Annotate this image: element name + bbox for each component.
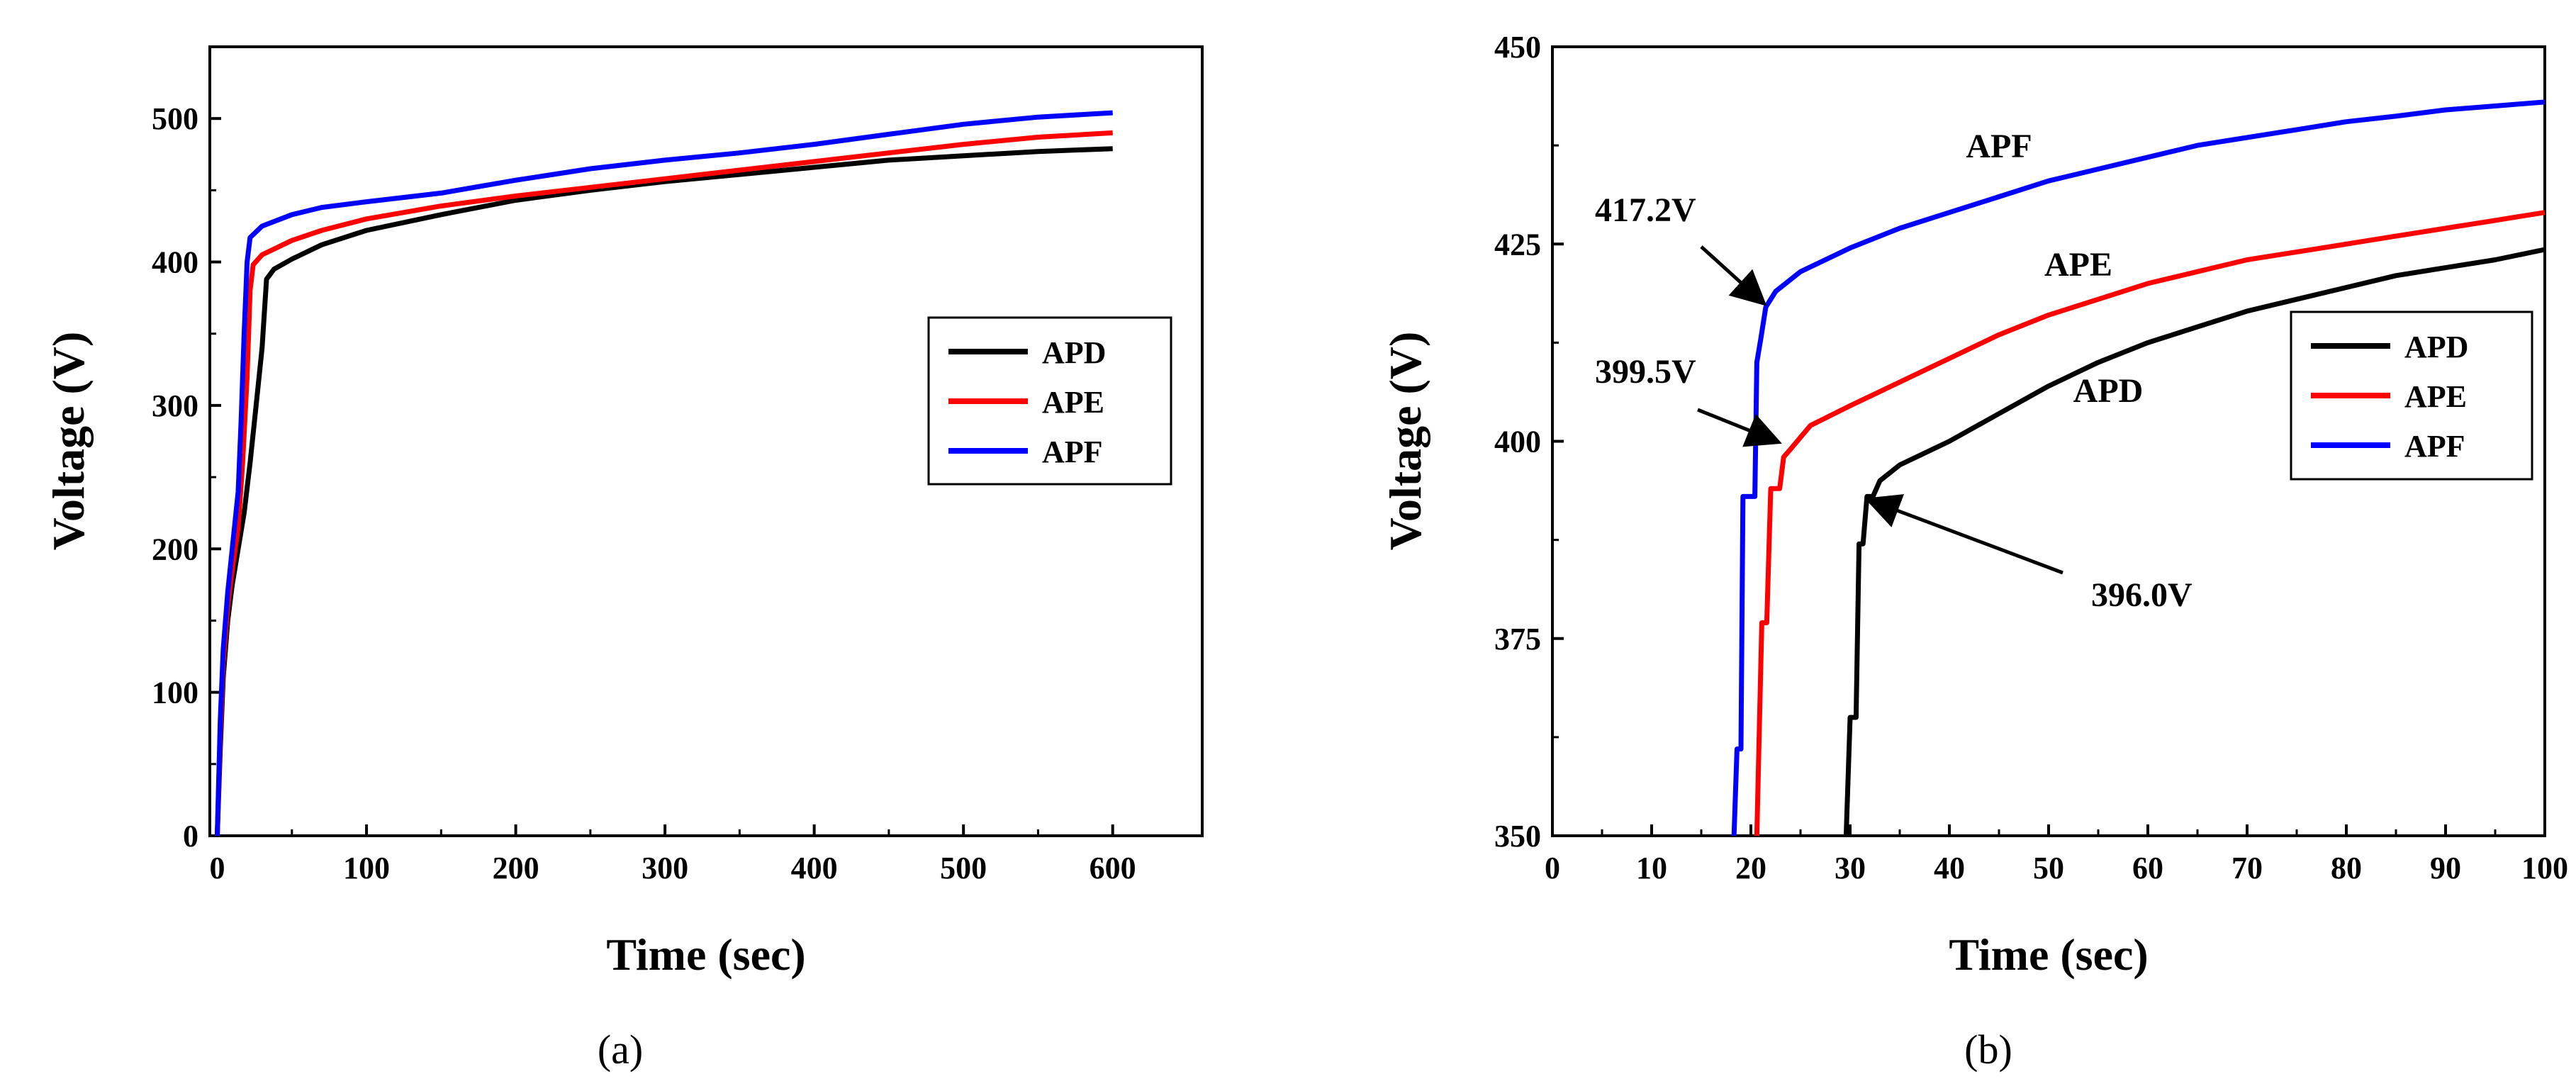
x-tick-label-a-0: 0 [210,851,225,885]
y-tick-label-b-400: 400 [1494,425,1541,459]
x-tick-label-a-500: 500 [940,851,987,885]
series-group-b [1731,99,2546,836]
series-line-a-apf [215,110,1113,836]
x-tick-label-b-90: 90 [2430,851,2461,885]
panel-label-a: (a) [598,1026,643,1073]
x-tick-label-b-60: 60 [2132,851,2163,885]
series-inline-label-apd: APD [2073,372,2144,410]
legend-label-a-apd: APD [1042,335,1106,370]
x-tick-label-b-10: 10 [1636,851,1667,885]
axis-ticks-a: 0 100 200 300 400 500 600 0 100 200 300 400 500 [152,101,1136,885]
annotation-arrow-0 [1700,245,1767,306]
x-tick-label-b-100: 100 [2521,851,2568,885]
y-tick-label-a-100: 100 [152,676,198,710]
y-tick-label-a-500: 500 [152,101,198,136]
x-tick-label-a-600: 600 [1090,851,1136,885]
y-axis-title-b: Voltage (V) [1380,332,1430,551]
series-inline-label-ape: APE [2044,246,2112,284]
y-tick-label-a-400: 400 [152,245,198,280]
axis-ticks-b: 0 10 20 30 40 50 60 70 80 90 100 350 375 400 425 450 [1494,30,2568,885]
annotation-label-1: 399.5V [1595,353,1696,391]
chart-panel-b: 0 10 20 30 40 50 60 70 80 90 100 350 375 400 425 450 41… [1380,30,2568,1073]
y-axis-title-a: Voltage (V) [43,332,94,551]
x-tick-label-b-40: 40 [1934,851,1965,885]
series-group-a [215,110,1113,836]
y-tick-label-b-425: 425 [1494,227,1541,262]
legend-label-b-apd: APD [2404,330,2468,364]
legend-a: APD APE APF [927,316,1172,486]
legend-b: APD APE APF [2290,310,2533,481]
y-tick-label-b-350: 350 [1494,819,1541,853]
panel-label-b: (b) [1964,1026,2012,1073]
x-tick-label-b-50: 50 [2033,851,2064,885]
series-line-a-apd [215,146,1113,836]
x-tick-label-a-400: 400 [791,851,838,885]
x-tick-label-a-300: 300 [642,851,688,885]
x-tick-label-b-20: 20 [1735,851,1766,885]
y-tick-label-b-450: 450 [1494,30,1541,65]
annotation-label-0: 417.2V [1595,191,1696,229]
x-axis-title-a: Time (sec) [606,929,805,980]
x-tick-label-b-30: 30 [1835,851,1866,885]
y-tick-label-a-0: 0 [183,819,198,853]
annotation-arrow-2 [1864,494,2063,575]
x-tick-label-a-100: 100 [343,851,390,885]
x-axis-title-b: Time (sec) [1949,929,2148,980]
legend-label-a-ape: APE [1042,385,1104,420]
y-tick-label-a-200: 200 [152,532,198,566]
plot-frame-a [208,45,1204,837]
series-inline-label-apf: APF [1966,128,2032,165]
y-tick-label-a-300: 300 [152,388,198,423]
series-line-b-apf [1731,99,2546,836]
series-line-b-apd [1843,247,2546,836]
x-tick-label-b-0: 0 [1545,851,1560,885]
x-tick-label-b-80: 80 [2331,851,2362,885]
annotations-b: 417.2V 399.5V 396.0V APF APE APD [1595,128,2193,614]
annotation-label-2: 396.0V [2091,576,2193,614]
legend-label-a-apf: APF [1042,435,1103,469]
x-tick-label-a-200: 200 [493,851,539,885]
y-tick-label-b-375: 375 [1494,622,1541,656]
x-tick-label-b-70: 70 [2231,851,2263,885]
legend-label-b-apf: APF [2404,429,2465,464]
legend-label-b-ape: APE [2404,379,2467,414]
annotation-arrow-1 [1697,408,1782,447]
series-line-b-ape [1754,210,2546,836]
